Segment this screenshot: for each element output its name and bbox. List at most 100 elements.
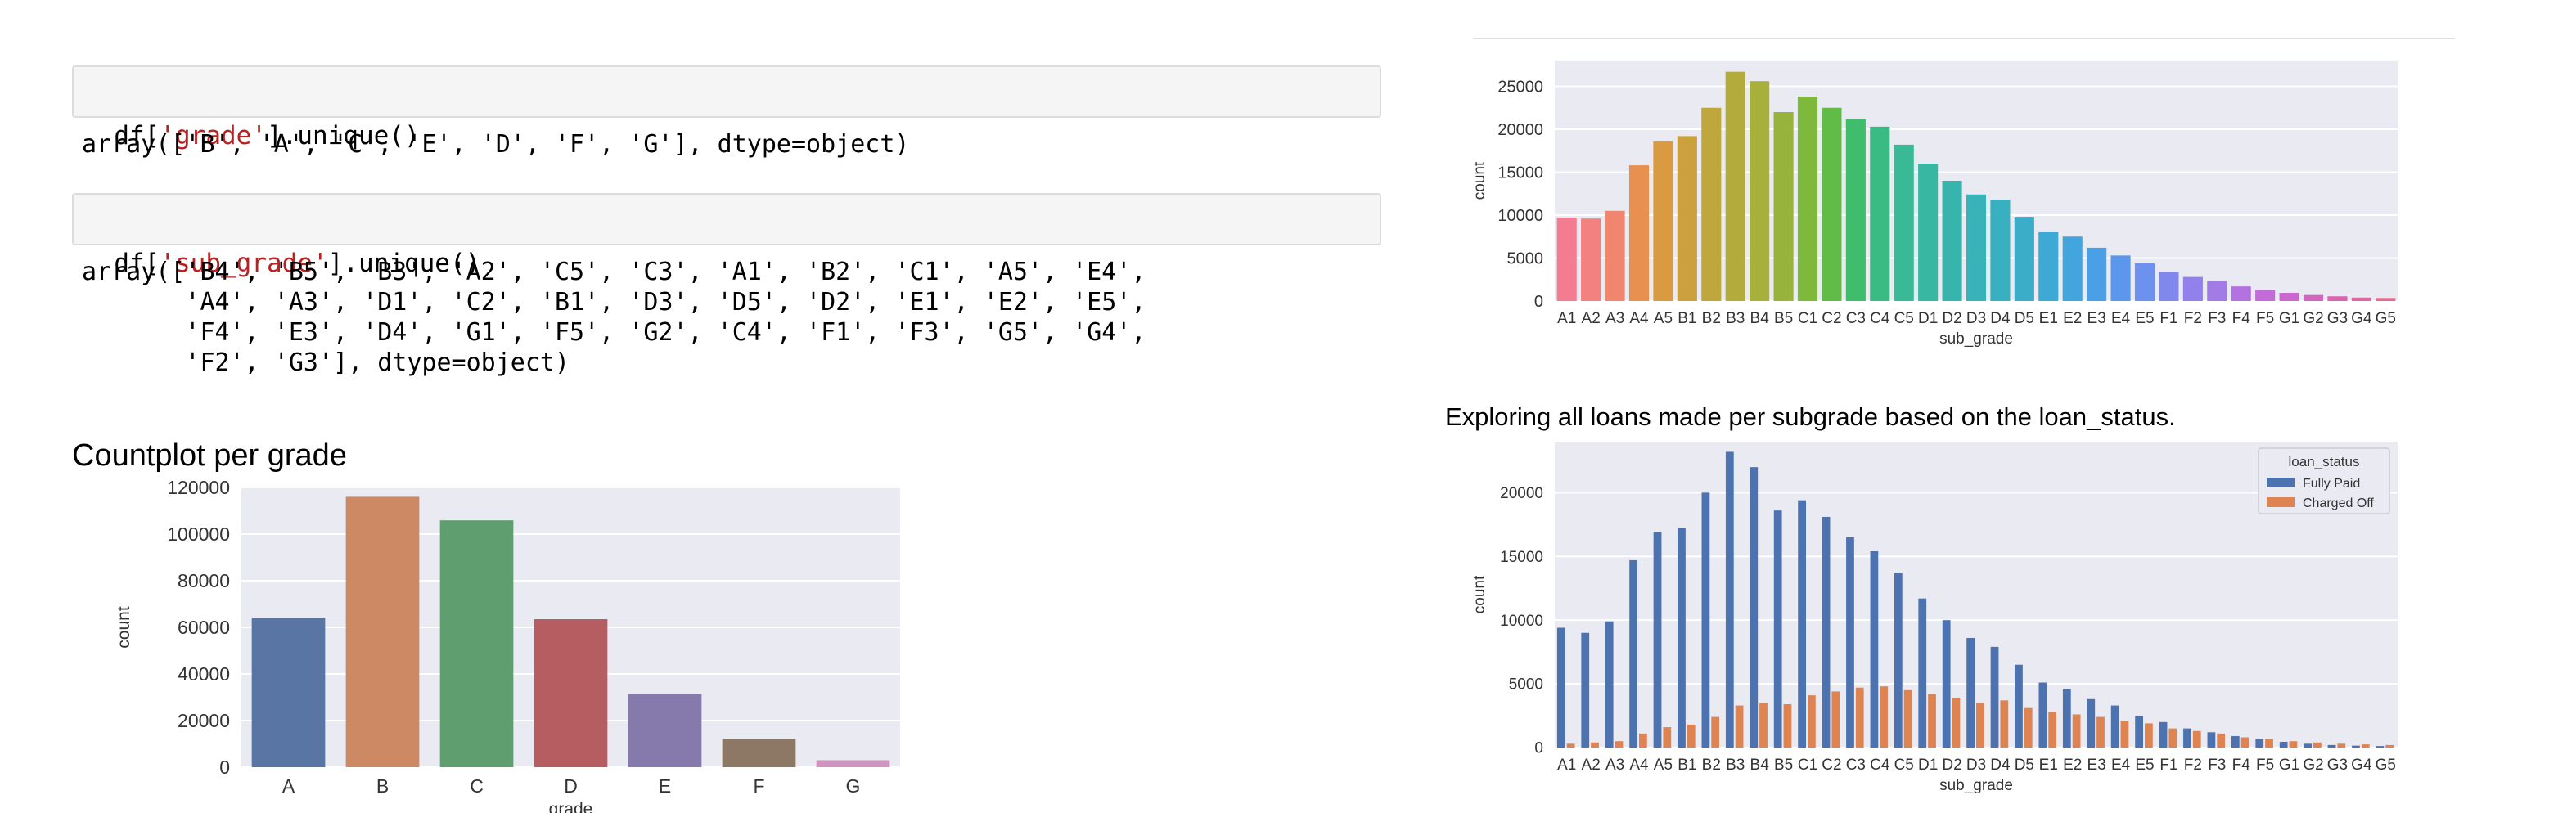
x-tick-label: A4 — [1629, 757, 1649, 774]
bar-fully-paid-a1 — [1556, 627, 1565, 748]
bar-charged-off-e1 — [2048, 712, 2057, 748]
bar-c2 — [1822, 107, 1842, 301]
bar-charged-off-b5 — [1783, 704, 1792, 748]
bar-fully-paid-c5 — [1894, 573, 1903, 748]
y-tick-label: 40000 — [178, 663, 230, 685]
bar-fully-paid-b5 — [1773, 510, 1782, 748]
y-axis-label: count — [115, 606, 133, 649]
bar-fully-paid-b4 — [1750, 467, 1759, 748]
bar-charged-off-a3 — [1615, 741, 1624, 748]
bar-charged-off-f3 — [2217, 733, 2226, 748]
bar-fully-paid-c1 — [1798, 500, 1806, 748]
bar-fully-paid-e4 — [2110, 705, 2119, 748]
bar-e5 — [2134, 263, 2155, 301]
x-tick-label: B1 — [1678, 310, 1696, 327]
x-tick-label: G1 — [2279, 310, 2299, 327]
y-tick-label: 5000 — [1509, 676, 1543, 694]
x-tick-label: F4 — [2232, 757, 2251, 774]
x-tick-label: E4 — [2111, 757, 2131, 774]
bar-charged-off-d1 — [1928, 694, 1936, 748]
x-tick-label: D1 — [1918, 757, 1938, 774]
x-tick-label: G2 — [2303, 757, 2323, 774]
cell-divider — [1473, 38, 2455, 39]
bar-a — [251, 618, 326, 767]
bar-charged-off-a2 — [1591, 742, 1599, 748]
x-tick-label: G2 — [2303, 310, 2323, 327]
code-cell-grade-unique[interactable]: df['grade'].unique() — [72, 65, 1381, 150]
x-tick-label: B5 — [1774, 757, 1793, 774]
legend-label: Charged Off — [2303, 496, 2374, 510]
bar-charged-off-d4 — [2000, 700, 2009, 748]
bar-fully-paid-d1 — [1918, 598, 1927, 748]
bar-e1 — [2038, 232, 2059, 301]
x-tick-label: G4 — [2351, 310, 2372, 327]
bar-fully-paid-e3 — [2087, 698, 2096, 748]
bar-f3 — [2207, 281, 2227, 301]
bar-b1 — [1677, 136, 1697, 301]
y-axis-label: count — [1471, 575, 1488, 613]
x-tick-label: D5 — [2015, 310, 2034, 327]
bar-fully-paid-a5 — [1653, 532, 1662, 748]
bar-b2 — [1701, 107, 1722, 301]
bar-fully-paid-g4 — [2352, 745, 2360, 748]
y-axis-label: count — [1471, 161, 1488, 200]
y-tick-label: 20000 — [178, 710, 230, 731]
bar-fully-paid-b2 — [1701, 492, 1710, 748]
bar-fully-paid-b3 — [1725, 451, 1734, 748]
x-axis-label: sub_grade — [1939, 330, 2013, 348]
bar-fully-paid-d3 — [1966, 637, 1975, 748]
bar-charged-off-f4 — [2240, 737, 2249, 748]
x-axis-label: sub_grade — [1939, 777, 2013, 794]
x-tick-label: C1 — [1798, 757, 1817, 774]
x-tick-label: A3 — [1605, 757, 1624, 774]
y-tick-label: 15000 — [1497, 164, 1543, 182]
bar-charged-off-e3 — [2096, 716, 2105, 748]
x-tick-label: G5 — [2376, 310, 2396, 327]
x-tick-label: G1 — [2279, 757, 2299, 774]
code-suffix: ].unique() — [266, 121, 420, 150]
bar-fully-paid-f4 — [2231, 735, 2240, 748]
x-tick-label: B2 — [1702, 757, 1721, 774]
bar-fully-paid-g5 — [2376, 746, 2385, 748]
y-tick-label: 0 — [1534, 740, 1543, 757]
bar-a3 — [1605, 210, 1625, 301]
bar-charged-off-g5 — [2385, 744, 2394, 748]
x-tick-label: F3 — [2208, 310, 2226, 327]
bar-f5 — [2255, 290, 2276, 301]
bar-charged-off-e2 — [2072, 714, 2081, 748]
y-tick-label: 10000 — [1500, 613, 1543, 630]
x-tick-label: D4 — [1990, 310, 2011, 327]
bar-d2 — [1942, 181, 1962, 301]
legend-title: loan_status — [2289, 454, 2360, 469]
x-tick-label: F4 — [2232, 310, 2251, 327]
bar-fully-paid-b1 — [1678, 528, 1686, 748]
code-suffix: ].unique() — [327, 249, 481, 278]
x-tick-label: B3 — [1726, 757, 1745, 774]
bar-a1 — [1556, 218, 1577, 301]
bar-charged-off-g1 — [2289, 741, 2298, 748]
bar-fully-paid-c2 — [1822, 516, 1831, 748]
x-tick-label: F2 — [2184, 310, 2202, 327]
x-tick-label: F — [753, 775, 764, 797]
code-cell-subgrade-unique[interactable]: df['sub_grade'].unique() — [72, 193, 1381, 278]
bar-a5 — [1653, 141, 1673, 301]
bar-g5 — [2376, 298, 2396, 301]
bar-fully-paid-f5 — [2255, 739, 2264, 748]
bar-charged-off-g2 — [2313, 742, 2322, 748]
bar-charged-off-d3 — [1976, 703, 1984, 748]
x-tick-label: E4 — [2111, 310, 2131, 327]
bar-a4 — [1628, 165, 1650, 301]
grade-countplot: 0 20000 40000 60000 80000 100000 120000 A B C D E F G… — [115, 477, 900, 813]
x-tick-label: A2 — [1582, 757, 1601, 774]
bar-charged-off-f2 — [2192, 730, 2201, 748]
x-tick-label: C3 — [1846, 310, 1866, 327]
bar-g2 — [2303, 294, 2324, 301]
bar-fully-paid-a2 — [1581, 632, 1590, 748]
x-tick-label: E5 — [2135, 310, 2154, 327]
x-tick-label: F1 — [2159, 310, 2177, 327]
bar-e2 — [2062, 236, 2083, 301]
x-tick-label: C4 — [1870, 310, 1890, 327]
x-tick-label: B4 — [1750, 310, 1770, 327]
x-tick-label: E3 — [2087, 310, 2106, 327]
bar-b — [345, 496, 420, 767]
